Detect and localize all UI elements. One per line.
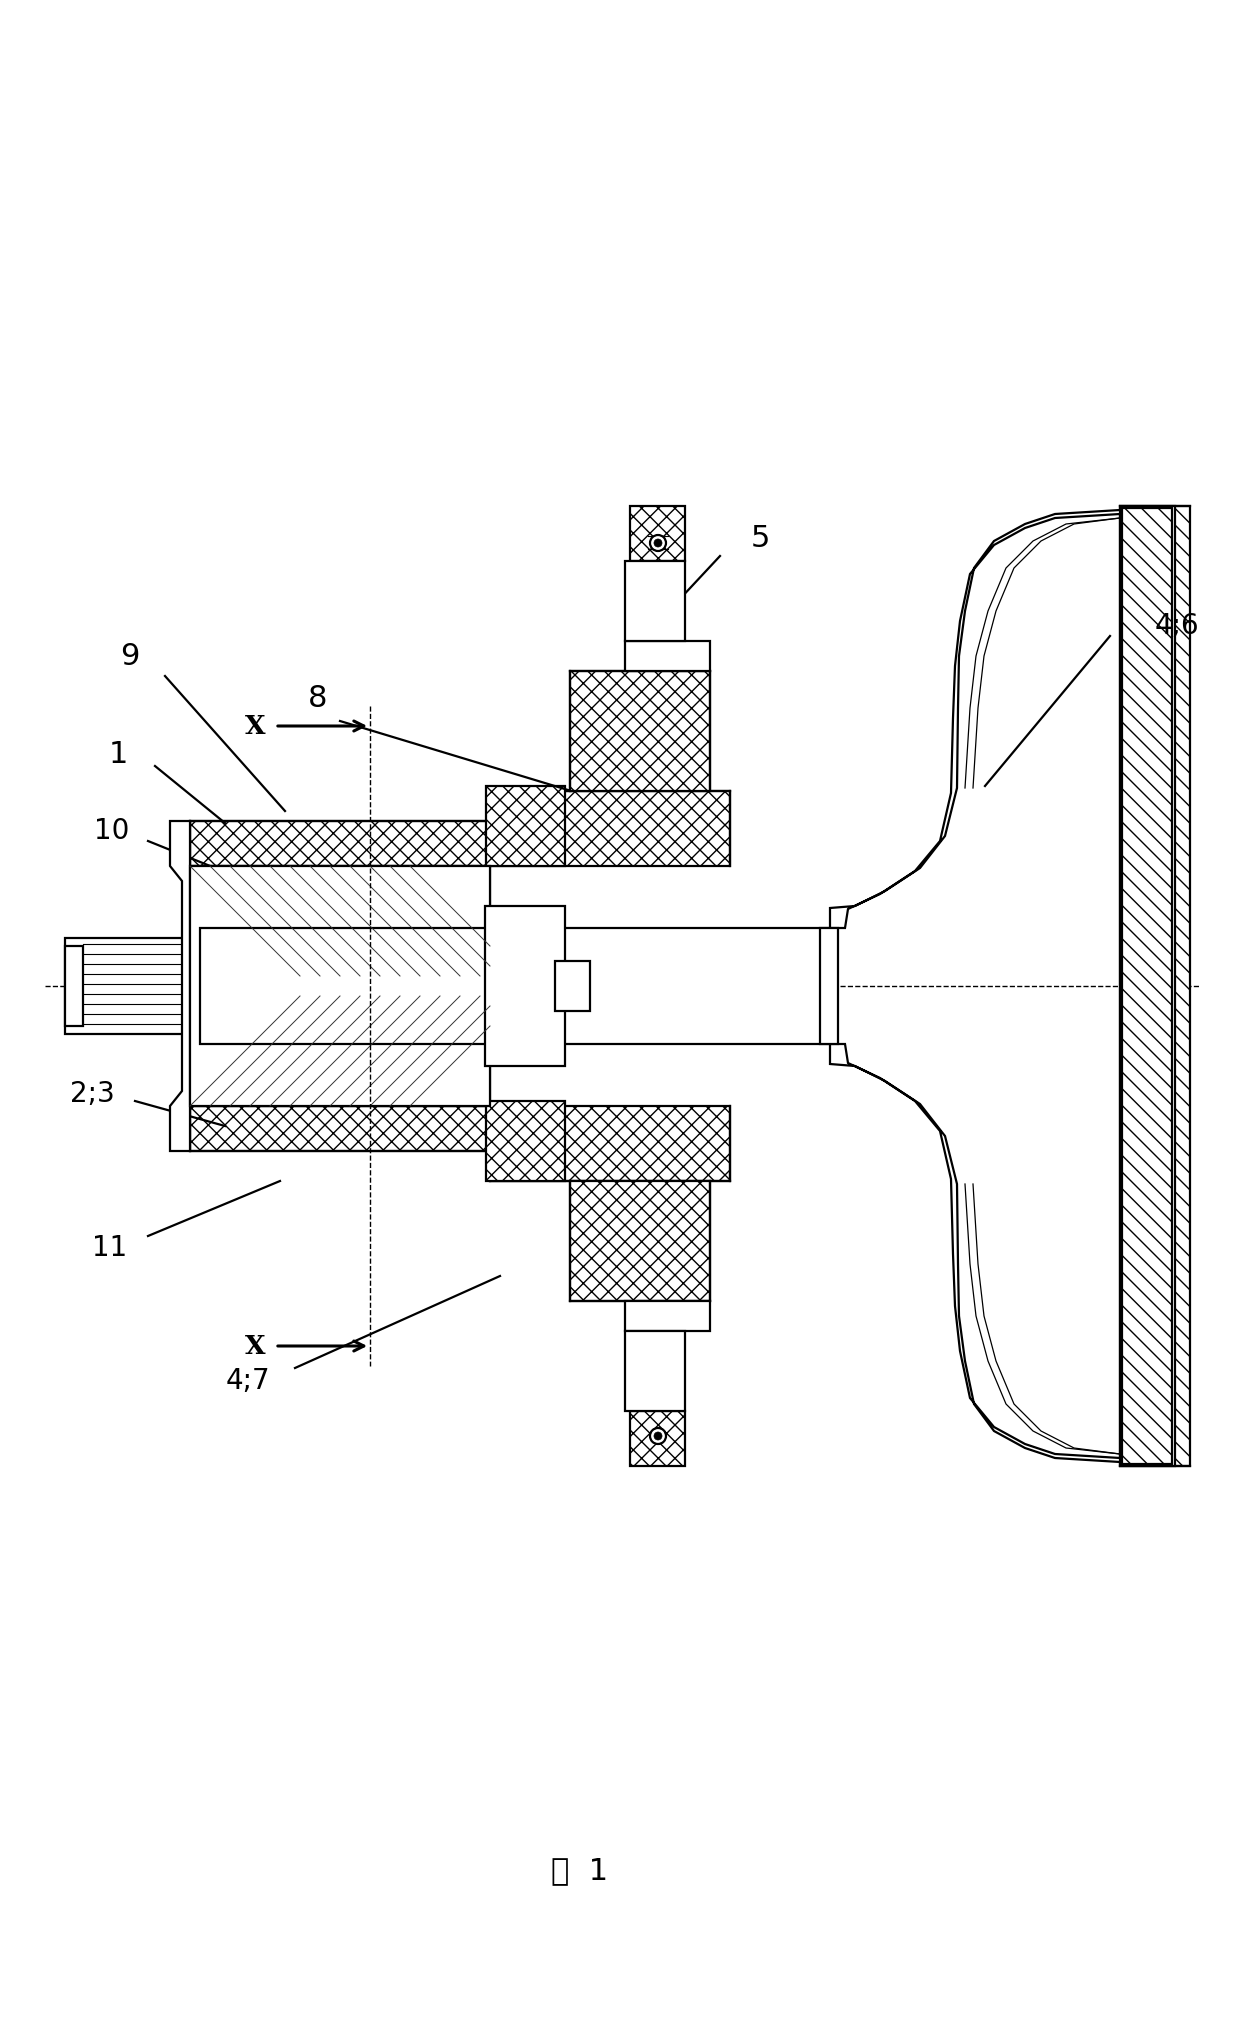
- Polygon shape: [170, 821, 190, 1150]
- Text: 2;3: 2;3: [69, 1079, 114, 1108]
- Text: 5: 5: [750, 523, 770, 552]
- Text: 图  1: 图 1: [552, 1857, 609, 1885]
- Bar: [200, 928, 830, 1044]
- Bar: [1120, 507, 1190, 1466]
- Text: 1: 1: [108, 739, 128, 768]
- Bar: [1120, 507, 1176, 1466]
- Text: 11: 11: [92, 1234, 128, 1262]
- Bar: [490, 792, 730, 865]
- Bar: [570, 1181, 711, 1301]
- Bar: [64, 939, 200, 1034]
- Bar: [630, 1411, 684, 1466]
- Text: X: X: [244, 1334, 265, 1358]
- Bar: [486, 1101, 565, 1181]
- Bar: [625, 1332, 684, 1411]
- Bar: [190, 821, 490, 865]
- Bar: [190, 865, 490, 1106]
- Bar: [625, 562, 684, 641]
- Circle shape: [653, 540, 662, 548]
- Bar: [630, 507, 684, 562]
- Circle shape: [650, 1427, 666, 1444]
- Text: 4;6: 4;6: [1154, 613, 1199, 639]
- Text: 4;7: 4;7: [226, 1366, 270, 1395]
- Text: 10: 10: [94, 816, 130, 845]
- Text: X: X: [244, 713, 265, 739]
- Text: 9: 9: [120, 641, 140, 670]
- Bar: [1122, 509, 1172, 1464]
- Bar: [485, 906, 565, 1067]
- Circle shape: [653, 1431, 662, 1439]
- Bar: [625, 1301, 711, 1332]
- Bar: [570, 672, 711, 792]
- Bar: [820, 928, 838, 1044]
- Polygon shape: [830, 509, 1120, 928]
- Bar: [490, 1106, 730, 1181]
- Bar: [486, 786, 565, 865]
- Polygon shape: [830, 1044, 1120, 1462]
- Bar: [625, 641, 711, 672]
- Text: 8: 8: [309, 684, 327, 713]
- Bar: [190, 1106, 490, 1150]
- Circle shape: [650, 535, 666, 552]
- Bar: [64, 947, 83, 1026]
- Bar: [556, 961, 590, 1012]
